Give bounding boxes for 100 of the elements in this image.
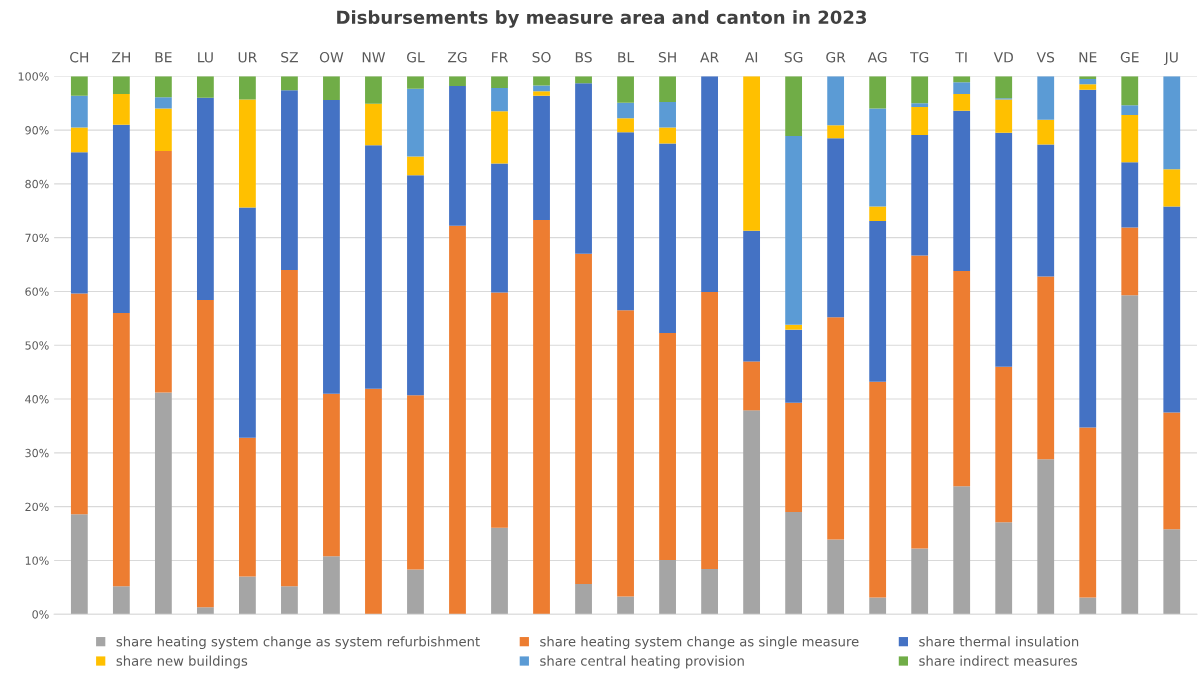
bar: [953, 82, 971, 95]
bar: [911, 134, 929, 256]
x-tick-label: NW: [362, 52, 386, 63]
bar: [1079, 78, 1097, 85]
bar: [112, 312, 130, 587]
bar: [827, 539, 845, 615]
x-tick-label: FR: [492, 52, 508, 63]
bar: [995, 366, 1013, 523]
bar: [869, 76, 887, 109]
y-tick-label: 60%: [25, 287, 49, 296]
bar: [112, 94, 130, 125]
bar: [995, 522, 1013, 615]
y-tick-label: 70%: [25, 233, 49, 243]
y-tick-label: 90%: [25, 126, 49, 135]
x-tick-label: BL: [618, 52, 635, 63]
bar: [869, 381, 887, 598]
bar: [659, 102, 676, 128]
bar: [617, 310, 634, 597]
bar: [827, 76, 845, 126]
bar: [785, 76, 803, 136]
bar: [743, 361, 761, 411]
bar: [533, 85, 550, 92]
bar: [196, 97, 214, 301]
bar: [911, 76, 929, 104]
bar: [911, 103, 929, 107]
bar: [701, 569, 718, 615]
legend-label: share central heating provision: [540, 655, 744, 669]
bar: [1037, 76, 1055, 120]
bar: [617, 132, 634, 311]
bar: [491, 76, 508, 89]
x-tick-label: GL: [407, 51, 425, 63]
bar: [1121, 295, 1139, 615]
bar: [239, 576, 256, 615]
bar: [491, 292, 508, 528]
x-tick-label: GE: [1120, 51, 1139, 63]
x-tick-label: CH: [70, 51, 89, 63]
bar: [1037, 144, 1055, 277]
y-tick-label: 40%: [25, 395, 49, 404]
bar: [827, 138, 845, 318]
legend-label: share indirect measures: [919, 655, 1078, 666]
bar: [365, 76, 382, 104]
bar: [911, 255, 929, 549]
x-tick-label: GR: [826, 51, 846, 63]
bar: [785, 512, 803, 615]
x-tick-label: UR: [238, 52, 257, 63]
bar: [743, 76, 761, 231]
bar: [281, 269, 298, 587]
bar: [659, 332, 676, 560]
bar: [1079, 84, 1097, 90]
bar: [617, 118, 634, 133]
x-tick-label: VS: [1036, 51, 1055, 63]
x-tick-label: JU: [1163, 52, 1178, 66]
x-tick-label: NE: [1079, 52, 1097, 63]
x-tick-label: AI: [744, 52, 758, 63]
x-tick-label: OW: [319, 51, 344, 63]
bar: [617, 76, 634, 103]
bar: [1037, 119, 1055, 145]
bar: [1163, 76, 1181, 170]
bar: [869, 597, 887, 615]
bar: [154, 392, 172, 615]
bar: [1079, 597, 1097, 615]
bar: [239, 437, 256, 577]
bar: [1079, 427, 1097, 598]
bar: [70, 293, 88, 515]
x-tick-label: ZG: [447, 51, 467, 63]
bar: [449, 76, 466, 86]
x-tick-label: TG: [910, 51, 929, 63]
bar: [323, 556, 340, 615]
bar: [196, 300, 214, 608]
bar: [281, 90, 298, 270]
bar: [533, 219, 550, 615]
bar: [154, 97, 172, 109]
bar: [743, 410, 761, 615]
legend-label: share heating system change as single measure: [540, 636, 859, 650]
bar: [112, 124, 130, 313]
x-tick-label: VD: [993, 52, 1013, 63]
bar: [1079, 89, 1097, 428]
bar: [70, 152, 88, 294]
bar: [407, 395, 424, 570]
bar: [953, 486, 971, 615]
x-tick-label: BE: [155, 52, 172, 63]
bar: [323, 76, 340, 100]
y-tick-label: 10%: [25, 556, 49, 565]
bar: [617, 596, 634, 615]
bar: [659, 559, 676, 615]
bar: [575, 253, 592, 585]
bar: [491, 111, 508, 164]
y-tick-label: 50%: [25, 341, 49, 350]
bar: [785, 135, 803, 325]
bar: [869, 108, 887, 207]
x-tick-label: AR: [700, 52, 719, 63]
bar: [701, 76, 718, 292]
y-tick-label: 100%: [18, 72, 49, 81]
bar: [1163, 206, 1181, 413]
bar: [995, 132, 1013, 367]
bar: [1121, 162, 1139, 228]
bar: [953, 94, 971, 111]
bar: [449, 85, 466, 226]
x-tick-label: TI: [955, 52, 967, 63]
bar: [323, 99, 340, 394]
